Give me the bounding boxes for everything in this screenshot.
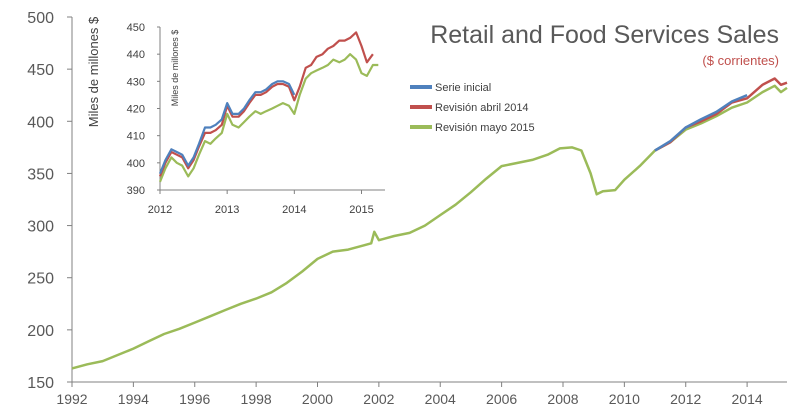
legend-label: Revisión abril 2014 — [435, 102, 529, 114]
main-x-tick-label: 2010 — [609, 391, 640, 407]
inset-chart: 390 400 410 420 430 440 450 2012 2013 2014 2015 Mil… — [112, 18, 394, 218]
inset-y-tick-label: 450 — [127, 22, 145, 34]
main-x-tick-label: 2008 — [547, 391, 578, 407]
main-x-tick-label: 1998 — [241, 391, 272, 407]
legend-label: Revisión mayo 2015 — [435, 122, 535, 134]
inset-x-tick-label: 2015 — [349, 204, 373, 216]
chart-subtitle: ($ corrientes) — [702, 53, 779, 68]
inset-background — [112, 18, 394, 218]
main-y-tick-label: 200 — [27, 323, 54, 340]
main-x-tick-label: 1996 — [179, 391, 210, 407]
inset-y-tick-label: 420 — [127, 104, 145, 116]
main-y-tick-label: 450 — [27, 62, 54, 79]
legend-label: Serie inicial — [435, 82, 491, 94]
main-y-axis-label: Miles de millones $ — [86, 16, 101, 127]
inset-series-line-2 — [158, 53, 379, 183]
inset-y-tick-label: 390 — [127, 185, 145, 197]
main-chart: 150 200 250 300 350 400 450 500 1992 1994 1996 1998… — [27, 10, 788, 407]
chart-title: Retail and Food Services Sales — [430, 21, 779, 49]
main-x-tick-label: 2012 — [670, 391, 701, 407]
main-x-tick-label: 2014 — [732, 391, 763, 407]
inset-y-tick-label: 400 — [127, 158, 145, 170]
main-x-tick-label: 2002 — [363, 391, 394, 407]
inset-y-tick-label: 410 — [127, 131, 145, 143]
inset-x-tick-label: 2014 — [282, 204, 306, 216]
main-y-tick-label: 250 — [27, 271, 54, 288]
main-y-tick-label: 500 — [27, 10, 54, 27]
main-x-tick-label: 2004 — [425, 391, 456, 407]
inset-x-tick-label: 2012 — [148, 204, 172, 216]
inset-y-tick-label: 440 — [127, 49, 145, 61]
main-y-tick-label: 350 — [27, 166, 54, 183]
main-series-line-2 — [654, 94, 748, 152]
main-x-tick-label: 1992 — [56, 391, 87, 407]
main-y-tick-label: 300 — [27, 219, 54, 236]
main-x-tick-label: 2006 — [486, 391, 517, 407]
main-y-tick-label: 150 — [27, 375, 54, 392]
inset-series-line-0 — [158, 80, 296, 175]
inset-y-axis-label: Miles de millones $ — [170, 30, 180, 107]
main-y-tick-label: 400 — [27, 114, 54, 131]
inset-y-tick-label: 430 — [127, 76, 145, 88]
inset-x-tick-label: 2013 — [215, 204, 239, 216]
main-x-tick-label: 1994 — [118, 391, 149, 407]
main-x-tick-label: 2000 — [302, 391, 333, 407]
